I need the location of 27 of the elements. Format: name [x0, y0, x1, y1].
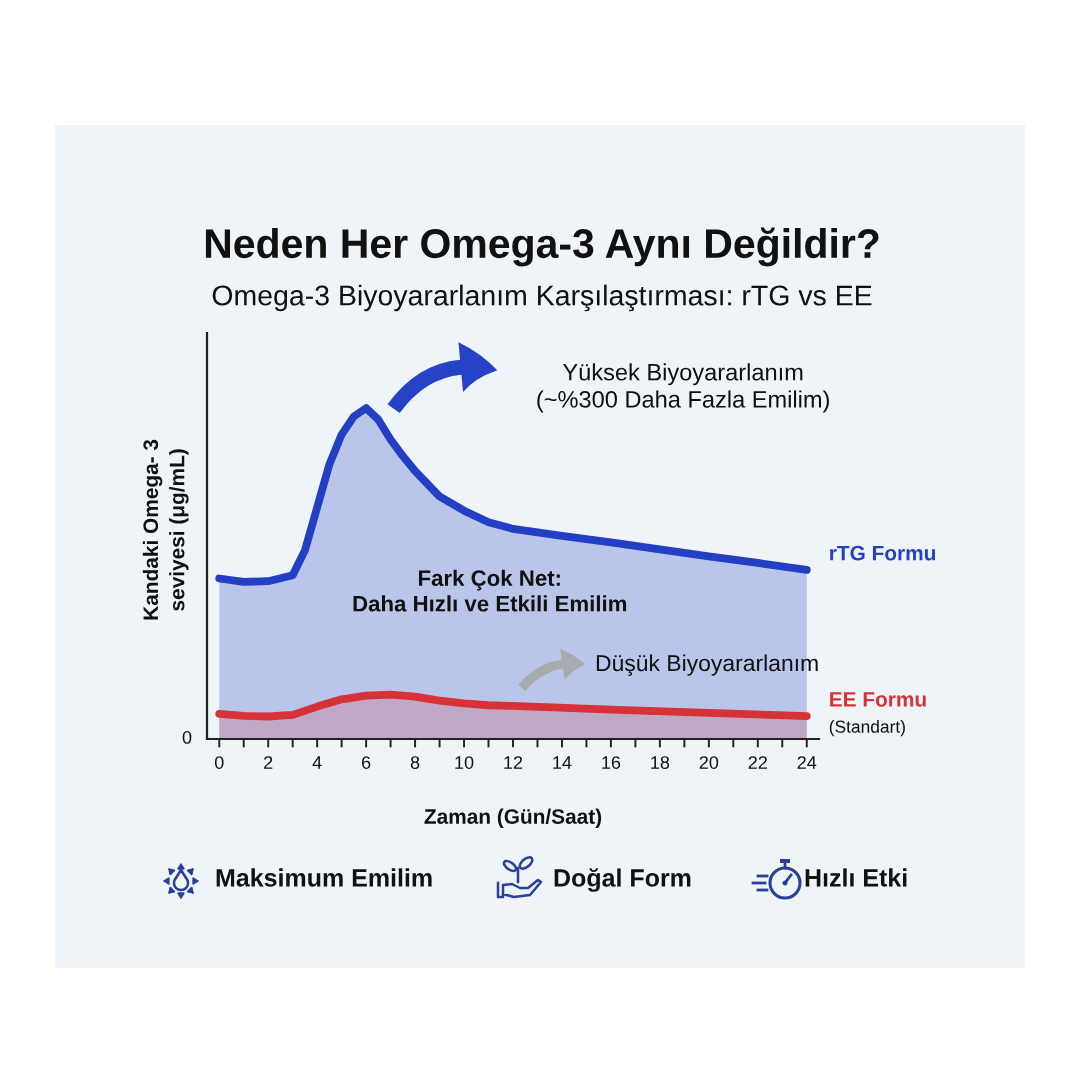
text: Hızlı Etki: [805, 868, 907, 887]
x-tick-label: 14: [553, 756, 572, 769]
y-axis-title: Kandaki Omega- 3 seviyesi (μg/mL): [142, 439, 189, 620]
x-tick-label: 24: [797, 756, 817, 769]
annotation: Yüksek Biyoyararlanım (~%300 Daha Fazla Emilim): [537, 363, 829, 413]
x-tick-label: 10: [455, 756, 474, 769]
series-label: EE Formu: [830, 692, 926, 707]
x-tick-label: 0: [214, 756, 224, 769]
series-label: rTG Formu: [830, 545, 936, 561]
text: 0: [182, 731, 192, 744]
x-tick-label: 4: [312, 756, 322, 769]
x-tick-label: 2: [264, 756, 273, 769]
text: Maksimum Emilim: [216, 868, 432, 887]
chart-subtitle: Omega-3 Biyoyararlanım Karşılaştırması: rTG vs EE: [212, 284, 872, 312]
x-tick-label: 22: [748, 756, 767, 769]
x-tick-label: 16: [602, 756, 621, 769]
annotation: Fark Çok Net: Daha Hızlı ve Etkili Emilim: [353, 569, 627, 612]
x-tick-label: 18: [651, 756, 670, 769]
annotation: Düşük Biyoyararlanım: [596, 654, 818, 676]
x-axis-title: Zaman (Gün/Saat): [424, 808, 602, 829]
x-tick-label: 20: [699, 756, 719, 769]
x-tick-label: 12: [504, 756, 523, 769]
annotation: (Standart): [829, 720, 905, 737]
x-tick-label: 8: [410, 756, 420, 769]
text: Doğal Form: [554, 868, 691, 892]
chart-title: Neden Her Omega-3 Aynı Değildir?: [205, 227, 879, 267]
x-tick-label: 6: [362, 756, 371, 769]
